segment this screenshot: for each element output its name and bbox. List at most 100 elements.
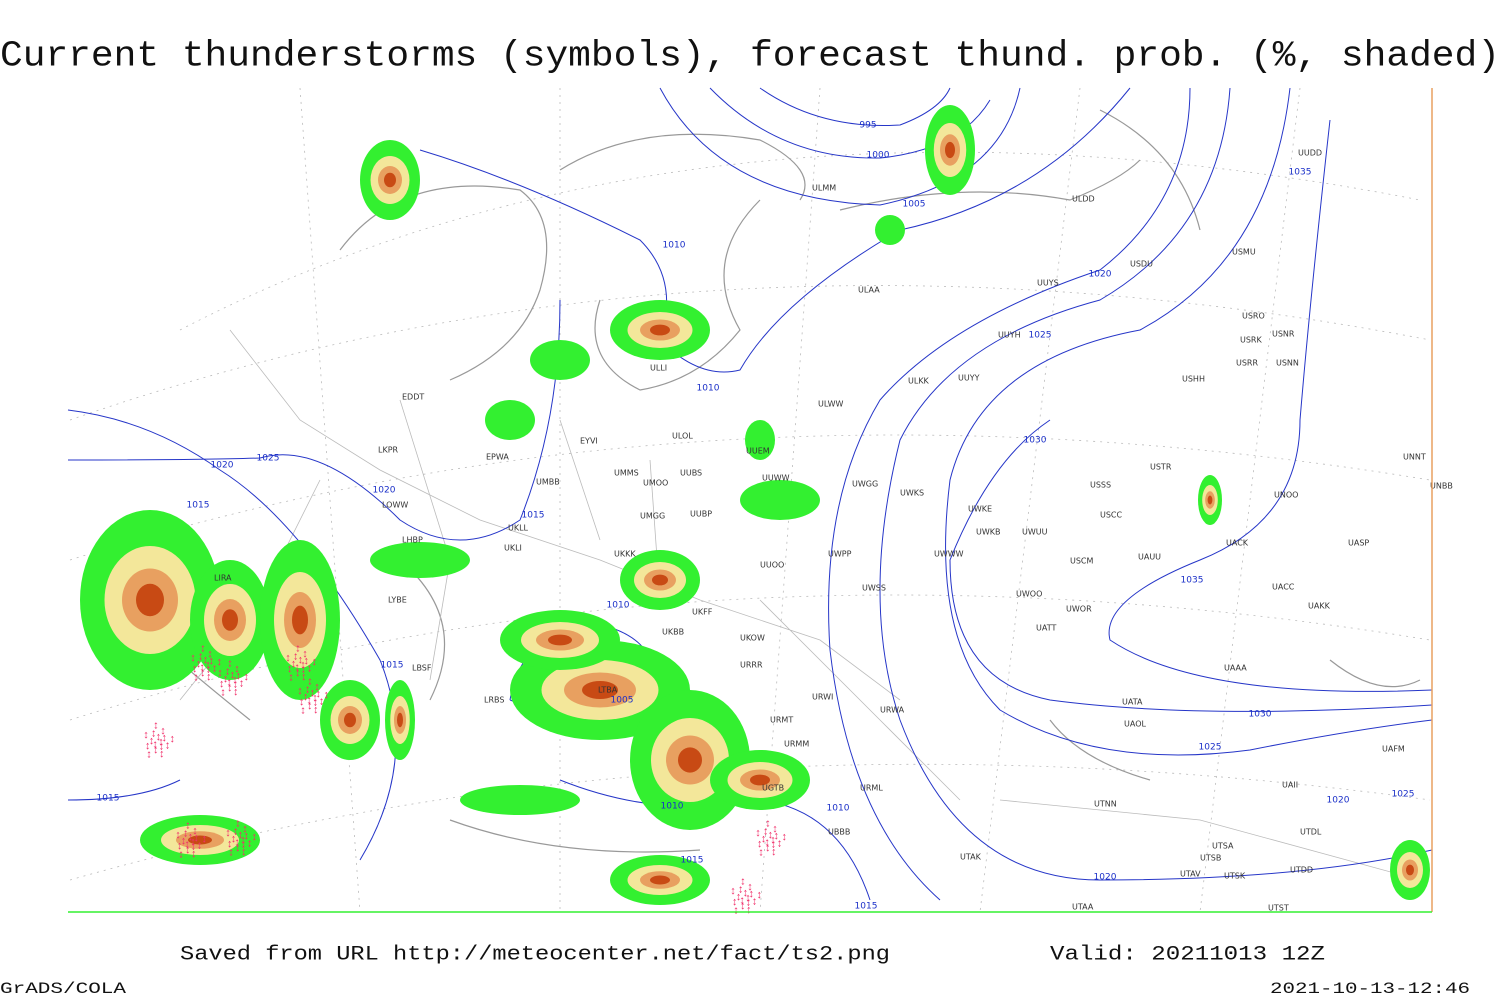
- isobar-label: 1020: [211, 461, 234, 471]
- probability-shading: [1406, 864, 1414, 876]
- storm-symbol: ↕: [222, 674, 229, 686]
- storm-symbol: ↕: [159, 749, 166, 761]
- storm-symbol: ↕: [235, 671, 242, 683]
- station-code: UUOO: [760, 561, 784, 570]
- storm-symbol: ↕: [297, 686, 304, 698]
- storm-symbol: ↕: [737, 885, 744, 897]
- isobar-label: 1035: [1289, 168, 1312, 178]
- storm-symbol: ↕: [318, 696, 325, 708]
- storm-symbol: ↕: [191, 664, 198, 676]
- storm-symbol: ↕: [304, 685, 311, 697]
- station-code: UWKB: [976, 528, 1001, 537]
- probability-shading: [945, 141, 955, 159]
- storm-symbol: ↕: [307, 677, 314, 689]
- storm-symbol: ↕: [739, 896, 746, 908]
- storm-symbol: ↕: [314, 682, 321, 694]
- station-code: UNNT: [1403, 453, 1426, 462]
- station-code: UASP: [1348, 539, 1369, 548]
- station-code: USNR: [1272, 330, 1295, 339]
- station-code: UKLI: [504, 544, 522, 553]
- storm-symbol: ↕: [290, 659, 297, 671]
- probability-shading: [875, 215, 905, 245]
- storm-symbol: ↕: [237, 830, 244, 842]
- probability-shading: [548, 634, 572, 646]
- storm-symbol: ↕: [307, 701, 314, 713]
- storm-symbol: ↕: [298, 697, 305, 709]
- station-code: UMBB: [536, 478, 560, 487]
- isobar: [759, 87, 951, 126]
- storm-symbol: ↕: [745, 893, 752, 905]
- station-code: UAFM: [1382, 745, 1405, 754]
- station-code: UWOO: [1016, 590, 1042, 599]
- isobar-label: 1015: [381, 661, 404, 671]
- storm-symbol: ↕: [243, 831, 250, 843]
- storm-symbol: ↕: [143, 730, 150, 742]
- storm-symbol: ↕: [742, 888, 749, 900]
- storm-symbol: ↕: [294, 663, 301, 675]
- storm-symbol: ↕: [226, 678, 233, 690]
- storm-symbol: ↕: [745, 897, 752, 909]
- station-code: USTR: [1150, 463, 1172, 472]
- timestamp: 2021-10-13-12:46: [1270, 980, 1470, 998]
- station-code: USRO: [1242, 312, 1265, 321]
- storm-symbol: ↕: [756, 839, 763, 851]
- storm-symbol: ↕: [205, 664, 212, 676]
- map-area: ↕↕↕↕↕ ↕↕↕↕↕↕↕↕ ↕↕↕↕↕↕↕↕ ↕↕↕↕↕↕↕↕ ↕↕↕↕↕↕↕↕ ↕↕↕…: [67, 87, 1453, 918]
- isobar-label: 1035: [1181, 576, 1204, 586]
- station-code: UKKK: [614, 550, 636, 559]
- storm-symbol: ↕: [197, 652, 204, 664]
- storm-symbol: ↕: [740, 901, 747, 913]
- storm-symbol: ↕: [164, 740, 171, 752]
- storm-symbol: ↕: [160, 726, 167, 738]
- station-code: UWKS: [900, 489, 924, 498]
- isobar-label: 1010: [697, 384, 720, 394]
- station-code: ULKK: [908, 377, 930, 386]
- station-code: UTST: [1268, 904, 1289, 913]
- isobar-label: 1025: [257, 454, 280, 464]
- storm-symbol: ↕: [295, 644, 302, 656]
- station-code: UMGG: [640, 512, 665, 521]
- probability-shading: [344, 712, 356, 728]
- storm-symbol: ↕: [153, 745, 160, 757]
- station-code: UBBB: [828, 828, 850, 837]
- storm-symbol: ↕: [297, 655, 304, 667]
- storm-symbol: ↕: [748, 889, 755, 901]
- station-code: URWA: [880, 706, 905, 715]
- station-code: LYBE: [388, 596, 407, 605]
- station-code: UWPP: [828, 550, 852, 559]
- storm-symbol: ↕: [773, 831, 780, 843]
- storm-symbol: ↕: [185, 845, 192, 857]
- station-code: URML: [860, 784, 883, 793]
- station-code: UTAV: [1180, 870, 1201, 879]
- storm-symbol: ↕: [193, 673, 200, 685]
- station-code: UKBB: [662, 628, 684, 637]
- storm-symbol: ↕: [747, 882, 754, 894]
- isobar-label: 1020: [1094, 873, 1117, 883]
- isobar: [945, 87, 1433, 756]
- isobar-label: 1030: [1024, 436, 1047, 446]
- station-code: UKLL: [508, 524, 529, 533]
- storm-symbol: ↕: [235, 843, 242, 855]
- station-code: UUEM: [746, 447, 770, 456]
- storm-symbol: ↕: [158, 737, 165, 749]
- storm-symbol: ↕: [731, 897, 738, 909]
- storm-symbol: ↕: [740, 877, 747, 889]
- station-code: UUWW: [762, 474, 790, 483]
- storm-symbol: ↕: [302, 649, 309, 661]
- isobar-label: 995: [859, 121, 876, 131]
- station-code: UUBP: [690, 510, 712, 519]
- station-code: UGTB: [762, 784, 784, 793]
- station-code: USRK: [1240, 336, 1262, 345]
- storm-symbol: ↕: [240, 839, 247, 851]
- station-code: UUYY: [958, 374, 980, 383]
- storm-symbol: ↕: [146, 750, 153, 762]
- station-code: ULDD: [1072, 195, 1095, 204]
- storm-symbol: ↕: [205, 660, 212, 672]
- station-code: LTBA: [598, 686, 618, 695]
- station-code: LKPR: [378, 446, 399, 455]
- station-code: USCC: [1100, 511, 1123, 520]
- station-code: UWSS: [862, 584, 886, 593]
- storm-symbol: ↕: [201, 834, 208, 846]
- station-code: UACC: [1272, 583, 1295, 592]
